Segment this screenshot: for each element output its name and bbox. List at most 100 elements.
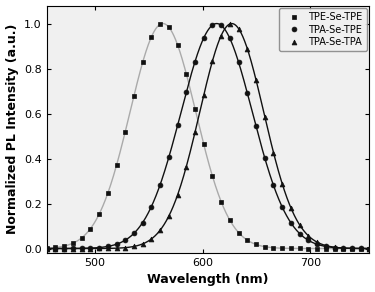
TPA-Se-TPA [341, 246, 345, 250]
TPE-Se-TPE [271, 246, 276, 249]
TPA-Se-TPA [166, 214, 171, 218]
TPA-Se-TPE [245, 91, 250, 95]
TPA-Se-TPA [132, 245, 136, 248]
TPA-Se-TPE [105, 245, 110, 248]
TPA-Se-TPE [324, 245, 328, 248]
TPE-Se-TPE [358, 247, 363, 250]
TPE-Se-TPE [367, 247, 372, 250]
TPA-Se-TPE [80, 247, 84, 250]
TPE-Se-TPE [184, 72, 189, 76]
TPE-Se-TPE [70, 241, 75, 245]
TPA-Se-TPA [193, 131, 197, 134]
Legend: TPE-Se-TPE, TPA-Se-TPE, TPA-Se-TPA: TPE-Se-TPE, TPA-Se-TPE, TPA-Se-TPA [279, 8, 366, 51]
TPA-Se-TPE [306, 239, 310, 242]
TPA-Se-TPA [236, 27, 241, 30]
TPA-Se-TPA [45, 247, 49, 250]
TPA-Se-TPE [228, 37, 232, 40]
TPA-Se-TPE [70, 247, 75, 250]
TPE-Se-TPE [324, 247, 328, 250]
TPE-Se-TPE [45, 246, 49, 250]
TPA-Se-TPE [289, 221, 293, 225]
TPA-Se-TPA [97, 247, 101, 250]
TPA-Se-TPA [262, 115, 267, 118]
TPA-Se-TPE [358, 247, 363, 250]
TPA-Se-TPE [219, 24, 224, 27]
TPA-Se-TPA [158, 228, 162, 232]
TPE-Se-TPE [166, 25, 171, 29]
TPE-Se-TPE [88, 227, 93, 231]
TPA-Se-TPE [184, 91, 189, 94]
TPA-Se-TPE [88, 246, 93, 250]
TPE-Se-TPE [236, 231, 241, 234]
TPA-Se-TPE [350, 247, 354, 250]
TPE-Se-TPE [149, 35, 154, 39]
TPA-Se-TPA [306, 234, 310, 238]
TPA-Se-TPA [254, 78, 258, 82]
TPA-Se-TPE [175, 124, 180, 127]
TPE-Se-TPE [315, 247, 320, 250]
TPE-Se-TPE [201, 142, 206, 146]
TPA-Se-TPA [332, 246, 337, 249]
TPA-Se-TPE [45, 247, 49, 250]
TPA-Se-TPE [271, 184, 276, 187]
TPA-Se-TPA [271, 151, 276, 154]
TPE-Se-TPE [97, 213, 101, 216]
TPA-Se-TPA [324, 244, 328, 247]
TPA-Se-TPE [158, 183, 162, 187]
TPE-Se-TPE [341, 247, 345, 250]
TPA-Se-TPE [193, 60, 197, 63]
TPE-Se-TPE [289, 247, 293, 250]
TPA-Se-TPE [236, 61, 241, 64]
TPA-Se-TPE [254, 125, 258, 128]
TPA-Se-TPA [184, 165, 189, 168]
TPA-Se-TPA [350, 246, 354, 250]
TPA-Se-TPE [149, 205, 154, 208]
TPA-Se-TPE [201, 36, 206, 40]
TPE-Se-TPE [350, 247, 354, 250]
TPA-Se-TPE [332, 246, 337, 249]
TPA-Se-TPA [280, 182, 285, 185]
Line: TPA-Se-TPE: TPA-Se-TPE [44, 23, 372, 251]
TPA-Se-TPE [123, 239, 128, 242]
TPA-Se-TPE [97, 246, 101, 249]
TPE-Se-TPE [245, 239, 250, 242]
TPE-Se-TPE [280, 246, 285, 250]
TPA-Se-TPA [289, 206, 293, 210]
TPA-Se-TPA [105, 247, 110, 250]
TPA-Se-TPE [53, 247, 58, 250]
TPA-Se-TPA [123, 246, 128, 249]
TPE-Se-TPE [219, 200, 224, 204]
TPA-Se-TPE [210, 23, 215, 27]
Y-axis label: Normalized PL Intensity (a.u.): Normalized PL Intensity (a.u.) [6, 24, 18, 234]
TPA-Se-TPE [114, 242, 119, 246]
TPA-Se-TPA [62, 247, 66, 250]
TPA-Se-TPA [297, 223, 302, 227]
TPA-Se-TPA [140, 242, 145, 246]
TPA-Se-TPA [358, 247, 363, 250]
TPA-Se-TPE [62, 247, 66, 250]
TPA-Se-TPA [367, 247, 372, 250]
TPE-Se-TPE [210, 174, 215, 178]
TPE-Se-TPE [262, 245, 267, 248]
TPA-Se-TPE [132, 232, 136, 235]
TPA-Se-TPA [219, 34, 224, 37]
TPE-Se-TPE [332, 247, 337, 250]
TPE-Se-TPE [123, 130, 128, 133]
TPE-Se-TPE [158, 22, 162, 26]
TPE-Se-TPE [80, 236, 84, 240]
Line: TPE-Se-TPE: TPE-Se-TPE [44, 22, 372, 251]
TPA-Se-TPA [88, 247, 93, 250]
Line: TPA-Se-TPA: TPA-Se-TPA [44, 22, 372, 251]
TPE-Se-TPE [114, 164, 119, 167]
TPE-Se-TPE [140, 61, 145, 64]
TPA-Se-TPA [149, 237, 154, 241]
TPA-Se-TPA [80, 247, 84, 250]
TPA-Se-TPA [245, 47, 250, 51]
TPA-Se-TPE [315, 243, 320, 246]
TPA-Se-TPE [166, 155, 171, 159]
TPA-Se-TPE [341, 246, 345, 250]
TPE-Se-TPE [228, 218, 232, 222]
TPE-Se-TPE [297, 247, 302, 250]
TPA-Se-TPA [53, 247, 58, 250]
TPA-Se-TPE [140, 221, 145, 224]
